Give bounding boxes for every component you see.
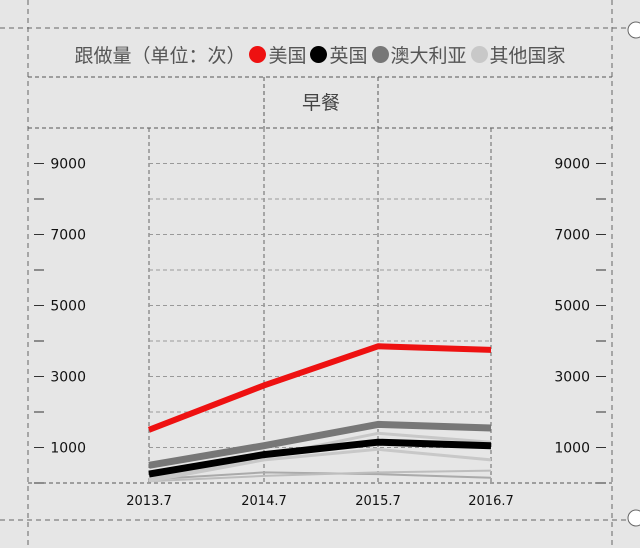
legend-label-australia: 澳大利亚 — [390, 44, 467, 67]
series-line-2 — [148, 420, 492, 469]
corner-circle — [627, 21, 640, 39]
x-tick-label: 2016.7 — [468, 494, 514, 509]
legend-dot-usa — [249, 45, 267, 63]
x-tick-label: 2014.7 — [241, 494, 287, 509]
legend-item-uk: 英国 — [310, 41, 368, 68]
legend-item-other: 其他国家 — [470, 41, 566, 68]
corner-circle — [627, 509, 640, 527]
legend-label-uk: 英国 — [329, 44, 368, 67]
legend-label-usa: 美国 — [268, 44, 307, 67]
unit-label: 跟做量（单位：次） — [74, 44, 246, 67]
y-tick-label-right: 1000 — [554, 441, 590, 457]
series-line-3 — [148, 431, 492, 481]
y-tick-label-right: 9000 — [554, 157, 590, 173]
x-tick-label: 2013.7 — [126, 494, 172, 509]
legend-item-australia: 澳大利亚 — [371, 41, 467, 68]
y-tick-label-left: 5000 — [50, 299, 86, 315]
x-tick-label: 2015.7 — [355, 494, 401, 509]
series-line-1 — [148, 438, 492, 478]
y-tick-label-right: 7000 — [554, 228, 590, 244]
series-line-4 — [148, 447, 492, 483]
chart-title: 早餐 — [302, 92, 340, 114]
y-tick-label-left: 9000 — [50, 157, 86, 173]
legend-dot-uk — [310, 45, 328, 63]
y-tick-label-left: 3000 — [50, 370, 86, 386]
legend-item-usa: 美国 — [249, 41, 306, 68]
y-tick-label-right: 3000 — [554, 370, 590, 386]
y-tick-label-left: 7000 — [50, 228, 86, 244]
series-line-5 — [148, 469, 492, 483]
legend-label-other: 其他国家 — [489, 44, 566, 67]
y-tick-label-left: 1000 — [50, 441, 86, 457]
legend-dot-other — [470, 45, 488, 63]
y-tick-label-right: 5000 — [554, 299, 590, 315]
series-line-0 — [147, 343, 492, 433]
legend-header: 跟做量（单位：次） 美国 英国 澳大利亚 其他国家 — [0, 36, 640, 72]
legend-dot-australia — [371, 45, 389, 63]
